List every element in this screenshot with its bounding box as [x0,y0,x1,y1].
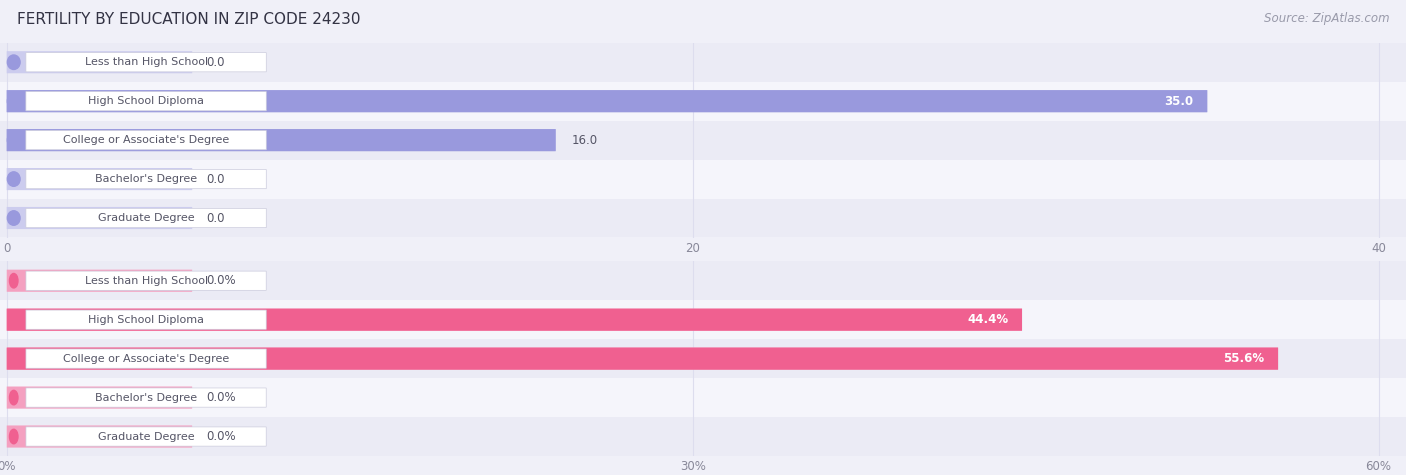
Text: College or Associate's Degree: College or Associate's Degree [63,353,229,364]
Circle shape [10,313,18,327]
FancyBboxPatch shape [25,310,266,329]
FancyBboxPatch shape [25,170,266,189]
Text: Source: ZipAtlas.com: Source: ZipAtlas.com [1264,12,1389,25]
Text: College or Associate's Degree: College or Associate's Degree [63,135,229,145]
Text: Bachelor's Degree: Bachelor's Degree [96,174,197,184]
FancyBboxPatch shape [7,348,1278,370]
Text: 0.0: 0.0 [205,211,224,225]
FancyBboxPatch shape [25,427,266,446]
Circle shape [10,352,18,366]
FancyBboxPatch shape [25,388,266,407]
FancyBboxPatch shape [7,51,193,73]
Text: 0.0%: 0.0% [205,430,235,443]
Text: Bachelor's Degree: Bachelor's Degree [96,392,197,403]
Text: FERTILITY BY EDUCATION IN ZIP CODE 24230: FERTILITY BY EDUCATION IN ZIP CODE 24230 [17,12,360,27]
Text: 44.4%: 44.4% [967,313,1008,326]
Circle shape [7,133,20,147]
Text: Less than High School: Less than High School [84,276,208,286]
Bar [0,121,1406,160]
Circle shape [10,274,18,288]
FancyBboxPatch shape [7,309,1022,331]
FancyBboxPatch shape [25,271,266,290]
Circle shape [7,211,20,225]
FancyBboxPatch shape [7,90,1208,112]
FancyBboxPatch shape [7,270,193,292]
FancyBboxPatch shape [7,309,1022,331]
Text: 0.0%: 0.0% [205,391,235,404]
Circle shape [7,94,20,108]
FancyBboxPatch shape [25,53,266,72]
FancyBboxPatch shape [7,129,555,151]
FancyBboxPatch shape [7,207,193,229]
Bar [0,417,1406,456]
Text: 0.0%: 0.0% [205,274,235,287]
Circle shape [7,172,20,186]
FancyBboxPatch shape [7,129,555,151]
FancyBboxPatch shape [7,348,1278,370]
Text: 16.0: 16.0 [572,133,598,147]
FancyBboxPatch shape [7,168,193,190]
FancyBboxPatch shape [7,426,193,447]
Bar [0,199,1406,238]
Bar [0,261,1406,300]
Circle shape [7,55,20,69]
Bar [0,378,1406,417]
Text: 0.0: 0.0 [205,172,224,186]
FancyBboxPatch shape [25,209,266,228]
FancyBboxPatch shape [25,92,266,111]
FancyBboxPatch shape [25,349,266,368]
FancyBboxPatch shape [7,387,193,408]
Text: Graduate Degree: Graduate Degree [98,213,194,223]
Text: 35.0: 35.0 [1164,95,1194,108]
FancyBboxPatch shape [7,90,1208,112]
Text: High School Diploma: High School Diploma [89,314,204,325]
Text: 0.0: 0.0 [205,56,224,69]
FancyBboxPatch shape [25,131,266,150]
Bar [0,339,1406,378]
Text: Graduate Degree: Graduate Degree [98,431,194,442]
Text: Less than High School: Less than High School [84,57,208,67]
Bar [0,82,1406,121]
Bar [0,43,1406,82]
Circle shape [10,429,18,444]
Circle shape [10,390,18,405]
Text: High School Diploma: High School Diploma [89,96,204,106]
Text: 55.6%: 55.6% [1223,352,1264,365]
Bar [0,300,1406,339]
Bar [0,160,1406,199]
